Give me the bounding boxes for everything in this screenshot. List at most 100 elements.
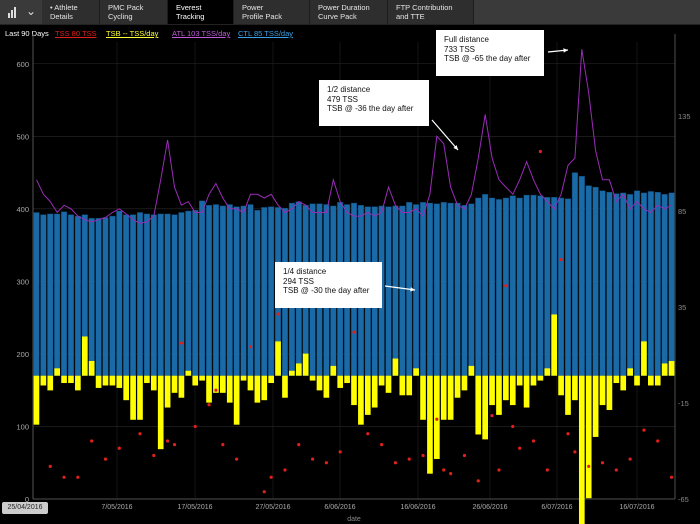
tsb-bar — [295, 363, 302, 376]
tsb-bar — [192, 375, 199, 386]
tss-point — [497, 468, 501, 472]
tss-point — [669, 475, 674, 479]
period-label: Last 90 Days — [5, 29, 49, 38]
y-tick-label-right: 35 — [678, 303, 686, 312]
ctl-bar — [143, 213, 150, 376]
ctl-bar — [668, 192, 675, 376]
ctl-bar — [67, 214, 74, 376]
tss-point — [511, 424, 515, 429]
tss-point — [269, 475, 273, 479]
tsb-bar — [247, 375, 254, 391]
legend-tsb[interactable]: TSB -- TSS/day — [106, 29, 159, 38]
chevron-down-icon[interactable]: ⌄ — [26, 4, 37, 18]
x-tick-label: 16/07/2016 — [619, 504, 654, 511]
tsb-bar — [213, 375, 219, 393]
y-tick-label-left: 100 — [16, 422, 29, 431]
tsb-bar — [440, 375, 447, 420]
tss-point — [366, 432, 370, 436]
tsb-bar — [654, 375, 661, 386]
legend-tss[interactable]: TSS 80 TSS — [55, 29, 97, 38]
tss-point — [490, 413, 494, 418]
tsb-bar — [337, 375, 344, 388]
ctl-bar — [571, 172, 578, 376]
tss-point — [207, 403, 211, 407]
tss-point — [531, 439, 536, 443]
tsb-bar — [61, 375, 67, 384]
y-tick-label-left: 400 — [16, 205, 29, 214]
tsb-bar — [206, 375, 212, 403]
ctl-bar — [74, 215, 81, 376]
ctl-bar — [185, 210, 192, 376]
ctl-bar — [523, 194, 530, 376]
tsb-bar — [75, 375, 81, 391]
ctl-bar — [620, 192, 627, 376]
x-tick-label: 16/06/2016 — [400, 504, 435, 511]
tsb-bar — [420, 375, 426, 420]
tsb-bar — [378, 375, 385, 386]
tsb-bar — [123, 375, 130, 401]
ctl-bar — [640, 192, 647, 376]
tsb-bar — [88, 360, 95, 376]
tss-point — [642, 428, 646, 432]
arrow-half — [431, 119, 459, 151]
ctl-bar — [489, 197, 496, 376]
ctl-bar — [40, 214, 47, 376]
callout-half-line: 479 TSS — [327, 94, 358, 104]
tss-point — [421, 453, 425, 458]
ctl-bar — [509, 195, 516, 376]
callout-full-line: 733 TSS — [444, 44, 475, 54]
tss-point — [407, 457, 411, 461]
ctl-bar — [116, 210, 123, 376]
tsb-bar — [130, 375, 136, 420]
tab-3[interactable]: Power Profile Pack — [234, 0, 310, 24]
tss-point — [559, 258, 563, 262]
ctl-bar — [433, 203, 440, 376]
tsb-bar — [116, 375, 123, 388]
ctl-bar — [585, 185, 592, 376]
tab-1[interactable]: PMC Pack Cycling — [100, 0, 168, 24]
callout-quarter-line: 1/4 distance — [283, 267, 327, 276]
tsb-bar — [454, 375, 461, 398]
tab-5[interactable]: FTP Contribution and TTE — [388, 0, 474, 24]
ctl-bar — [516, 197, 523, 376]
tss-point — [324, 461, 328, 465]
tss-point — [435, 417, 439, 421]
tsb-bar — [620, 375, 627, 391]
tsb-bar — [268, 375, 274, 384]
ctl-bar — [613, 193, 620, 376]
tsb-bar — [261, 375, 268, 401]
tsb-bar — [171, 375, 178, 393]
menu-button[interactable]: ⌄ — [0, 0, 42, 24]
tsb-bar — [627, 368, 633, 376]
tss-point — [179, 341, 184, 345]
tsb-bar — [226, 375, 233, 403]
start-date-marker[interactable]: 25/04/2016 — [2, 502, 48, 514]
tss-point — [545, 468, 549, 472]
tab-2[interactable]: Everest Tracking — [168, 0, 234, 24]
ctl-bar — [475, 197, 482, 376]
tab-0[interactable]: • Athlete Details — [42, 0, 100, 24]
tsb-bar — [150, 375, 157, 391]
ctl-bar — [634, 190, 641, 376]
ctl-bar — [199, 200, 206, 376]
ctl-bar — [592, 186, 599, 376]
ctl-bar — [102, 217, 109, 376]
legend-atl[interactable]: ATL 103 TSS/day — [172, 29, 231, 38]
x-tick-label: 17/05/2016 — [177, 504, 212, 511]
ctl-bar — [33, 212, 40, 376]
tss-point — [628, 457, 632, 461]
tab-4[interactable]: Power Duration Curve Pack — [310, 0, 388, 24]
ctl-bar — [178, 212, 185, 376]
ctl-bar — [268, 206, 275, 376]
legend-ctl[interactable]: CTL 85 TSS/day — [238, 29, 294, 38]
tsb-bar — [530, 375, 537, 386]
tsb-bar — [578, 375, 585, 524]
atl-line — [36, 49, 672, 224]
ctl-bar — [426, 202, 433, 376]
y-tick-label-left: 200 — [16, 350, 29, 359]
ctl-bar — [461, 205, 468, 376]
tsb-bar — [648, 375, 654, 386]
tsb-bar — [81, 336, 88, 376]
tsb-bar — [572, 375, 578, 401]
ctl-bar — [171, 214, 178, 376]
